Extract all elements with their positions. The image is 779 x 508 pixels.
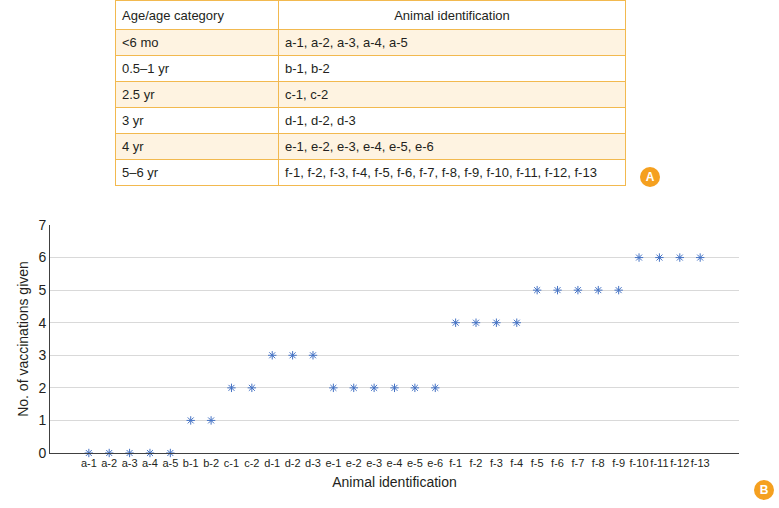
html-text:b-1, b-2: b-1, b-2 (285, 61, 330, 76)
html-text:<6 mo: <6 mo (122, 35, 159, 50)
svg-text:f-9: f-9 (612, 457, 625, 469)
html-text:3 yr: 3 yr (122, 113, 144, 128)
html-text:e-1, e-2, e-3, e-4, e-5, e-6: e-1, e-2, e-3, e-4, e-5, e-6 (285, 139, 434, 154)
html-text:Animal identification: Animal identification (394, 7, 510, 23)
svg-text:e-6: e-6 (427, 457, 443, 469)
html-text:5–6 yr: 5–6 yr (122, 165, 159, 180)
svg-text:f-11: f-11 (650, 457, 668, 469)
html-text:A: A (645, 170, 655, 184)
svg-text:6: 6 (38, 249, 46, 265)
svg-text:2: 2 (38, 380, 46, 396)
svg-text:0: 0 (38, 445, 46, 461)
svg-text:e-2: e-2 (346, 457, 362, 469)
html-text:0.5–1 yr: 0.5–1 yr (122, 61, 169, 76)
html-text:d-1, d-2, d-3: d-1, d-2, d-3 (285, 113, 356, 128)
svg-text:a-3: a-3 (122, 457, 138, 469)
svg-text:5: 5 (38, 282, 46, 298)
svg-text:e-1: e-1 (325, 457, 341, 469)
svg-text:c-2: c-2 (244, 457, 259, 469)
svg-text:No. of vaccinations given: No. of vaccinations given (15, 261, 31, 417)
svg-text:f-1: f-1 (449, 457, 462, 469)
svg-text:d-3: d-3 (305, 457, 321, 469)
svg-text:e-5: e-5 (407, 457, 423, 469)
svg-text:a-4: a-4 (142, 457, 158, 469)
svg-text:f-12: f-12 (670, 457, 689, 469)
html-text:f-1, f-2, f-3, f-4, f-5, f-6,: f-1, f-2, f-3, f-4, f-5, f-6, f-7, f-8, … (285, 165, 597, 180)
html-text:a-1, a-2, a-3, a-4, a-5: a-1, a-2, a-3, a-4, a-5 (285, 35, 408, 50)
svg-text:f-8: f-8 (592, 457, 605, 469)
svg-text:f-5: f-5 (531, 457, 544, 469)
svg-text:a-2: a-2 (101, 457, 117, 469)
svg-text:7: 7 (38, 217, 46, 233)
html-text:Age/age category: Age/age category (122, 7, 224, 23)
svg-text:b-1: b-1 (183, 457, 199, 469)
svg-text:f-2: f-2 (470, 457, 483, 469)
svg-text:1: 1 (38, 412, 46, 428)
svg-text:e-3: e-3 (366, 457, 382, 469)
svg-text:3: 3 (38, 347, 46, 363)
svg-text:d-1: d-1 (264, 457, 280, 469)
svg-text:f-3: f-3 (490, 457, 503, 469)
svg-text:a-1: a-1 (81, 457, 97, 469)
svg-text:e-4: e-4 (387, 457, 403, 469)
html-text:B: B (759, 483, 769, 497)
html-text:4 yr: 4 yr (122, 139, 144, 154)
svg-text:f-7: f-7 (571, 457, 584, 469)
svg-text:4: 4 (38, 315, 46, 331)
html-text:c-1, c-2: c-1, c-2 (285, 87, 329, 102)
svg-text:d-2: d-2 (285, 457, 301, 469)
html-text:2.5 yr: 2.5 yr (122, 87, 155, 102)
svg-text:Animal identification: Animal identification (332, 474, 457, 490)
svg-text:b-2: b-2 (203, 457, 219, 469)
svg-text:f-6: f-6 (551, 457, 564, 469)
svg-text:f-4: f-4 (510, 457, 523, 469)
svg-text:f-13: f-13 (691, 457, 710, 469)
svg-text:c-1: c-1 (224, 457, 239, 469)
svg-text:f-10: f-10 (630, 457, 649, 469)
svg-text:a-5: a-5 (162, 457, 178, 469)
